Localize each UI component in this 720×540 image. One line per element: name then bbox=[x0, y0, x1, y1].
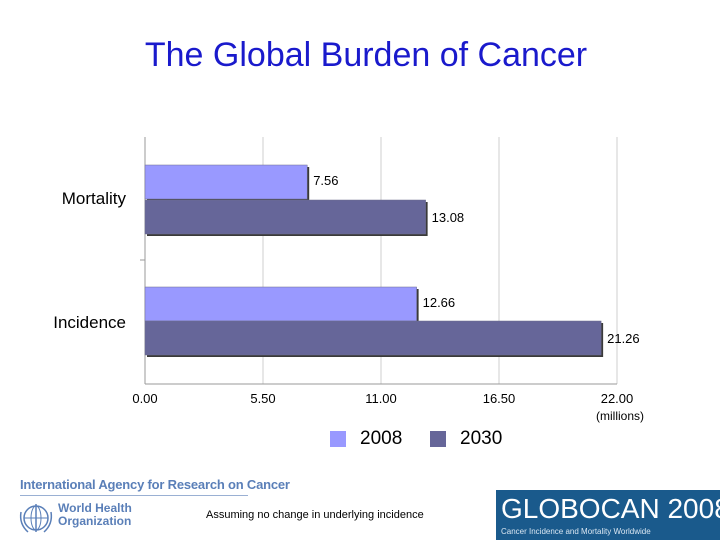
who-emblem-icon bbox=[19, 504, 53, 533]
category-label-mortality: Mortality bbox=[62, 189, 127, 208]
data-label: 12.66 bbox=[423, 295, 456, 310]
footnote: Assuming no change in underlying inciden… bbox=[206, 509, 424, 521]
bar-mortality-2008 bbox=[144, 164, 308, 200]
data-label: 7.56 bbox=[313, 173, 338, 188]
x-tick-label: 22.00 bbox=[601, 391, 634, 406]
bar-incidence-2008 bbox=[144, 286, 417, 322]
globocan-title: GLOBOCAN 2008 bbox=[501, 493, 720, 524]
iarc-divider bbox=[20, 495, 248, 496]
who-name-line2: Organization bbox=[58, 514, 132, 528]
globocan-subtitle: Cancer Incidence and Mortality Worldwide bbox=[501, 527, 651, 536]
category-label-incidence: Incidence bbox=[53, 313, 126, 332]
bar-mortality-2030 bbox=[144, 199, 426, 235]
data-label: 21.26 bbox=[607, 331, 640, 346]
legend-label-2008: 2008 bbox=[360, 428, 403, 449]
legend-label-2030: 2030 bbox=[460, 428, 503, 449]
chart-title: The Global Burden of Cancer bbox=[144, 36, 588, 74]
who-name-line1: World Health bbox=[58, 501, 132, 515]
legend-item-2030: 2030 bbox=[430, 428, 502, 450]
x-tick-label: 0.00 bbox=[132, 391, 157, 406]
legend-item-2008: 2008 bbox=[330, 428, 402, 450]
who-name: World Health Organization bbox=[58, 502, 132, 528]
iarc-name: International Agency for Research on Can… bbox=[20, 477, 290, 492]
legend-swatch-2008 bbox=[330, 431, 346, 447]
bar-incidence-2030 bbox=[144, 320, 602, 356]
legend: 2008 2030 bbox=[0, 428, 720, 458]
bar-chart: 0.00 5.50 11.00 16.50 22.00 (millions) Mortali… bbox=[53, 137, 644, 423]
x-tick-label: 16.50 bbox=[483, 391, 516, 406]
globocan-banner: GLOBOCAN 2008 Cancer Incidence and Morta… bbox=[496, 490, 720, 540]
x-tick-label: 11.00 bbox=[365, 391, 397, 406]
legend-swatch-2030 bbox=[430, 431, 446, 447]
x-tick-label: 5.50 bbox=[250, 391, 275, 406]
data-label: 13.08 bbox=[432, 210, 465, 225]
x-axis-label: (millions) bbox=[596, 409, 644, 423]
